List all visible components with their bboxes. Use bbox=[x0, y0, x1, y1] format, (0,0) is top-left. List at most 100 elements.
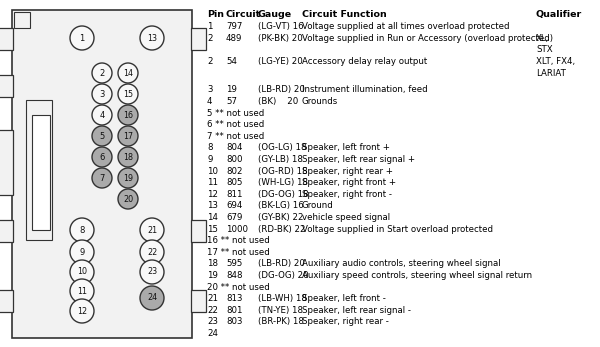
Text: (LB-RD) 20: (LB-RD) 20 bbox=[258, 85, 305, 94]
Text: 9: 9 bbox=[79, 247, 85, 256]
Text: 16: 16 bbox=[123, 110, 133, 119]
Circle shape bbox=[70, 218, 94, 242]
Text: (BK)    20: (BK) 20 bbox=[258, 97, 298, 106]
Circle shape bbox=[140, 260, 164, 284]
Text: 802: 802 bbox=[226, 167, 242, 176]
Text: 57: 57 bbox=[226, 97, 237, 106]
Text: Pin: Pin bbox=[207, 10, 224, 19]
Text: 4: 4 bbox=[100, 110, 104, 119]
Circle shape bbox=[140, 240, 164, 264]
Circle shape bbox=[92, 168, 112, 188]
Text: 7 ** not used: 7 ** not used bbox=[207, 132, 264, 141]
Text: 19: 19 bbox=[226, 85, 237, 94]
Text: Speaker, right rear -: Speaker, right rear - bbox=[302, 317, 389, 326]
Text: 1: 1 bbox=[79, 34, 85, 42]
Text: 22: 22 bbox=[207, 306, 218, 315]
Text: 23: 23 bbox=[147, 268, 157, 277]
Circle shape bbox=[140, 286, 164, 310]
Text: Voltage supplied in Start overload protected: Voltage supplied in Start overload prote… bbox=[302, 225, 493, 234]
Text: 17: 17 bbox=[123, 132, 133, 141]
Text: 14: 14 bbox=[123, 68, 133, 77]
Text: Accessory delay relay output: Accessory delay relay output bbox=[302, 57, 427, 66]
Circle shape bbox=[140, 26, 164, 50]
Text: 10: 10 bbox=[77, 268, 87, 277]
Text: (LB-WH) 18: (LB-WH) 18 bbox=[258, 294, 307, 303]
Text: (BK-LG) 16: (BK-LG) 16 bbox=[258, 201, 304, 210]
Text: 18: 18 bbox=[207, 259, 218, 268]
Text: (TN-YE) 18: (TN-YE) 18 bbox=[258, 306, 303, 315]
Bar bbox=[26, 100, 52, 240]
Text: 8: 8 bbox=[79, 226, 85, 235]
Text: (BR-PK) 18: (BR-PK) 18 bbox=[258, 317, 304, 326]
Bar bbox=[0, 220, 13, 242]
Text: 16 ** not used: 16 ** not used bbox=[207, 236, 270, 245]
Text: 22: 22 bbox=[147, 247, 157, 256]
Text: 20: 20 bbox=[123, 195, 133, 203]
Bar bbox=[32, 115, 50, 230]
Circle shape bbox=[70, 26, 94, 50]
Text: STX: STX bbox=[536, 45, 553, 54]
Text: (LB-RD) 20: (LB-RD) 20 bbox=[258, 259, 305, 268]
Bar bbox=[0, 290, 13, 312]
Bar bbox=[0, 75, 13, 97]
Text: 848: 848 bbox=[226, 271, 242, 280]
Text: Voltage supplied at all times overload protected: Voltage supplied at all times overload p… bbox=[302, 22, 509, 31]
Text: 13: 13 bbox=[207, 201, 218, 210]
Text: (DG-OG) 20: (DG-OG) 20 bbox=[258, 271, 308, 280]
Circle shape bbox=[118, 189, 138, 209]
Text: 6: 6 bbox=[100, 152, 104, 161]
Circle shape bbox=[118, 147, 138, 167]
Text: 19: 19 bbox=[123, 174, 133, 183]
Circle shape bbox=[118, 168, 138, 188]
Text: XL,: XL, bbox=[536, 34, 549, 43]
Circle shape bbox=[70, 279, 94, 303]
Text: Voltage supplied in Run or Accessory (overload protected): Voltage supplied in Run or Accessory (ov… bbox=[302, 34, 553, 43]
Text: 801: 801 bbox=[226, 306, 242, 315]
Text: 12: 12 bbox=[207, 190, 218, 199]
Circle shape bbox=[92, 63, 112, 83]
Text: 800: 800 bbox=[226, 155, 242, 164]
Text: Speaker, left rear signal -: Speaker, left rear signal - bbox=[302, 306, 411, 315]
Bar bbox=[14, 12, 30, 28]
Circle shape bbox=[70, 299, 94, 323]
Circle shape bbox=[118, 63, 138, 83]
Text: (OG-RD) 18: (OG-RD) 18 bbox=[258, 167, 308, 176]
Text: Speaker, right front -: Speaker, right front - bbox=[302, 190, 392, 199]
Text: 2: 2 bbox=[100, 68, 104, 77]
Bar bbox=[0, 130, 13, 195]
Text: 15: 15 bbox=[123, 90, 133, 99]
Text: 19: 19 bbox=[207, 271, 218, 280]
Text: (GY-LB) 18: (GY-LB) 18 bbox=[258, 155, 303, 164]
Text: Grounds: Grounds bbox=[302, 97, 338, 106]
Text: 21: 21 bbox=[147, 226, 157, 235]
Circle shape bbox=[92, 147, 112, 167]
Text: (LG-YE) 20: (LG-YE) 20 bbox=[258, 57, 303, 66]
Circle shape bbox=[70, 240, 94, 264]
Text: 2: 2 bbox=[207, 57, 212, 66]
Text: 3: 3 bbox=[100, 90, 104, 99]
Text: 9: 9 bbox=[207, 155, 212, 164]
Text: 5: 5 bbox=[100, 132, 104, 141]
Text: 17 ** not used: 17 ** not used bbox=[207, 248, 270, 257]
Text: 7: 7 bbox=[100, 174, 104, 183]
Text: 54: 54 bbox=[226, 57, 237, 66]
Text: (GY-BK) 22: (GY-BK) 22 bbox=[258, 213, 304, 222]
Text: Speaker, right front +: Speaker, right front + bbox=[302, 178, 396, 187]
Text: 8: 8 bbox=[207, 143, 212, 152]
Text: 797: 797 bbox=[226, 22, 242, 31]
Text: Qualifier: Qualifier bbox=[536, 10, 582, 19]
Text: XLT, FX4,: XLT, FX4, bbox=[536, 57, 575, 66]
Text: 13: 13 bbox=[147, 34, 157, 42]
Text: 12: 12 bbox=[77, 306, 87, 315]
Text: 11: 11 bbox=[77, 287, 87, 296]
Bar bbox=[12, 10, 192, 338]
Text: 10: 10 bbox=[207, 167, 218, 176]
Text: 805: 805 bbox=[226, 178, 242, 187]
Text: vehicle speed signal: vehicle speed signal bbox=[302, 213, 390, 222]
Text: (PK-BK) 20: (PK-BK) 20 bbox=[258, 34, 303, 43]
Text: Speaker, right rear +: Speaker, right rear + bbox=[302, 167, 393, 176]
Text: Circuit Function: Circuit Function bbox=[302, 10, 387, 19]
Text: 694: 694 bbox=[226, 201, 242, 210]
Text: LARIAT: LARIAT bbox=[536, 68, 566, 77]
Circle shape bbox=[118, 84, 138, 104]
